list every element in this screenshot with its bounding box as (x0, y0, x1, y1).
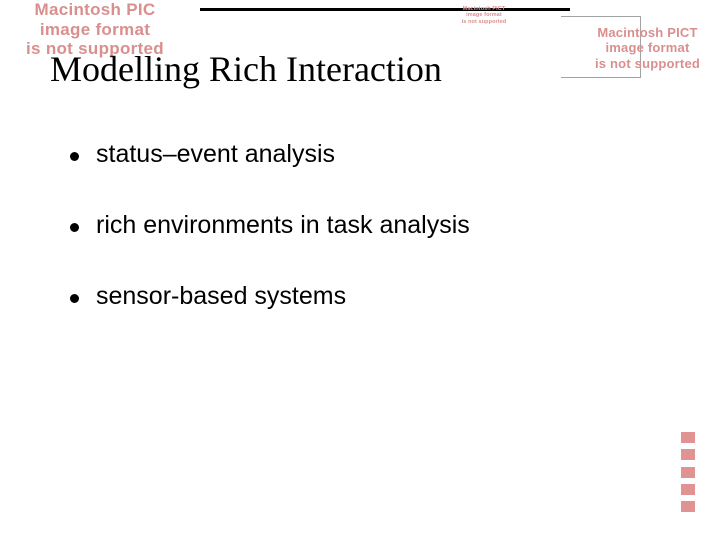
list-item: status–event analysis (70, 140, 470, 169)
error-line: image format (570, 40, 720, 55)
pink-bar (681, 432, 695, 443)
slide-title: Modelling Rich Interaction (50, 48, 442, 90)
error-line: is not supported (410, 19, 558, 25)
list-item: sensor-based systems (70, 282, 470, 311)
bullet-list: status–event analysis rich environments … (70, 140, 470, 353)
pink-bar (681, 501, 695, 512)
pink-bar (681, 467, 695, 478)
bullet-icon (70, 223, 79, 232)
list-item: rich environments in task analysis (70, 211, 470, 240)
pink-strip-decoration (681, 432, 695, 512)
pink-bar (681, 484, 695, 495)
bullet-text: rich environments in task analysis (96, 211, 470, 240)
bullet-text: sensor-based systems (96, 282, 346, 311)
error-line: is not supported (570, 56, 720, 71)
slide: Macintosh PICT image format is not suppo… (0, 0, 720, 540)
error-mini-top: Macintosh PICT image format is not suppo… (410, 6, 558, 25)
bullet-text: status–event analysis (96, 140, 335, 169)
error-line: Macintosh PICT (570, 25, 720, 40)
error-right: Macintosh PICT image format is not suppo… (570, 25, 720, 71)
bullet-icon (70, 152, 79, 161)
pink-bar (681, 449, 695, 460)
error-line: Macintosh PIC (0, 0, 200, 20)
error-line: image format (0, 20, 200, 40)
bullet-icon (70, 294, 79, 303)
